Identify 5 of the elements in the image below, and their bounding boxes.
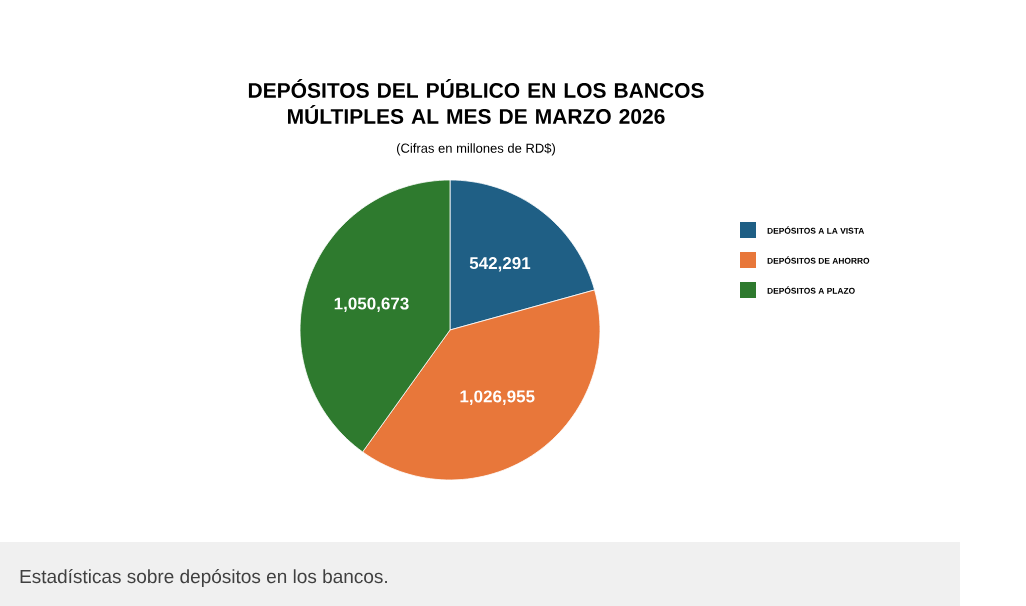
- text: Estadísticas sobre depósitos en los bancos.: [20, 569, 387, 587]
- data-label: 1,026,955: [460, 390, 535, 405]
- data-label: 542,291: [469, 257, 531, 272]
- chart-title: DEPÓSITOS DEL PÚBLICO EN LOS BANCOS MÚLTIPLES AL MES DE MARZO 2026: [248, 79, 704, 124]
- data-label: 1,050,673: [334, 297, 409, 313]
